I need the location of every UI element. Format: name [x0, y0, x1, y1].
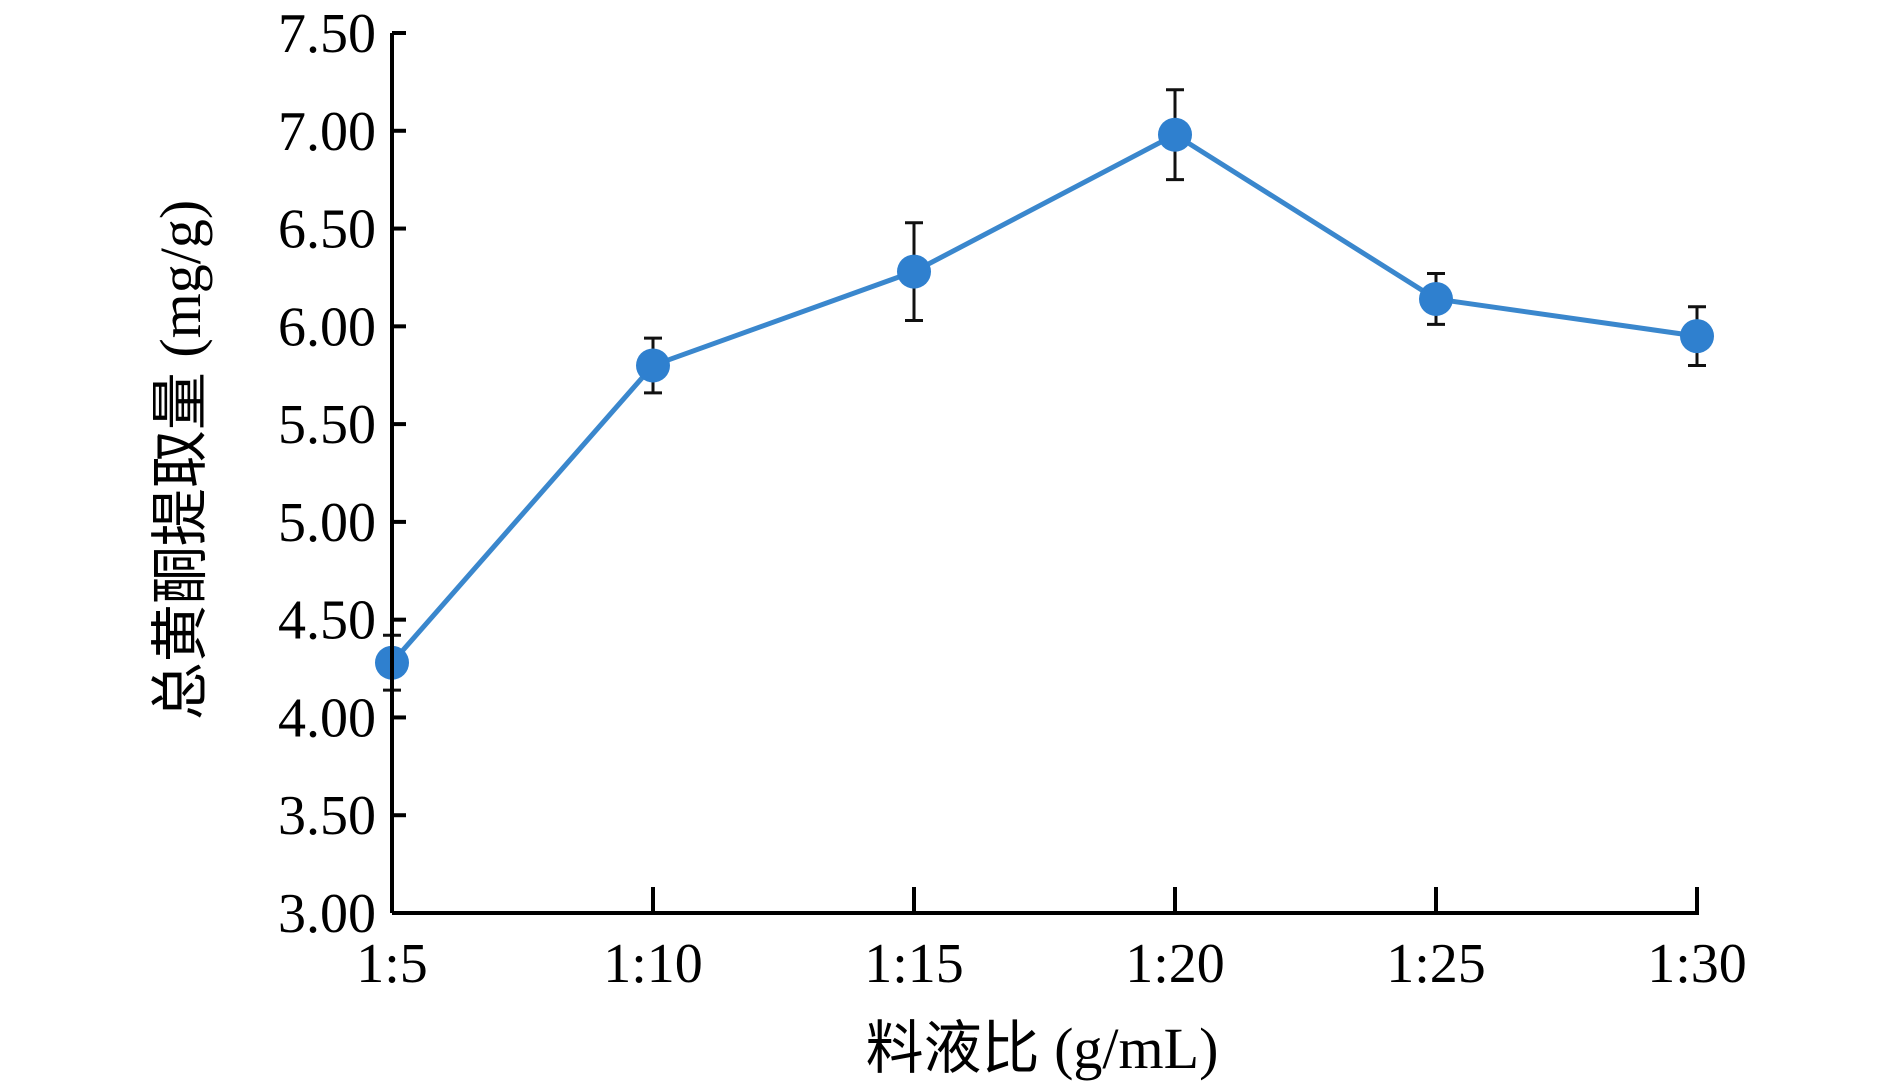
axes: [390, 31, 1699, 915]
y-tick-label: 6.50: [278, 199, 376, 261]
y-axis-title: 总黄酮提取量 (mg/g): [148, 200, 213, 720]
data-point: [1419, 281, 1453, 316]
x-tick-label: 1:20: [1125, 933, 1225, 995]
data-point: [1680, 319, 1714, 354]
x-axis-title: 料液比 (g/mL): [866, 1016, 1219, 1081]
data-point: [636, 348, 670, 383]
data-point: [1158, 117, 1192, 152]
x-tick-label: 1:25: [1386, 933, 1486, 995]
y-tick-label: 7.50: [278, 3, 376, 65]
x-tick-label: 1:30: [1647, 933, 1747, 995]
y-tick-label: 4.00: [278, 687, 376, 749]
series-line: [390, 132, 1698, 665]
y-tick-label: 5.00: [278, 492, 376, 554]
y-tick-label: 3.50: [278, 785, 376, 847]
x-tick-label: 1:10: [603, 933, 703, 995]
y-tick-label: 7.00: [278, 101, 376, 163]
data-point: [897, 254, 931, 289]
y-tick-label: 4.50: [278, 590, 376, 652]
x-tick-label: 1:5: [356, 933, 428, 995]
series-line-group: [390, 132, 1698, 665]
y-tick-label: 5.50: [278, 394, 376, 456]
tick-labels: 3.00 3.50 4.00 4.50 5.00 5.50 6.00 6.50 7.00 7.50…: [278, 3, 1747, 995]
y-tick-label: 3.00: [278, 883, 376, 945]
y-tick-label: 6.00: [278, 296, 376, 358]
x-tick-label: 1:15: [864, 933, 964, 995]
error-bars: [383, 88, 1706, 692]
